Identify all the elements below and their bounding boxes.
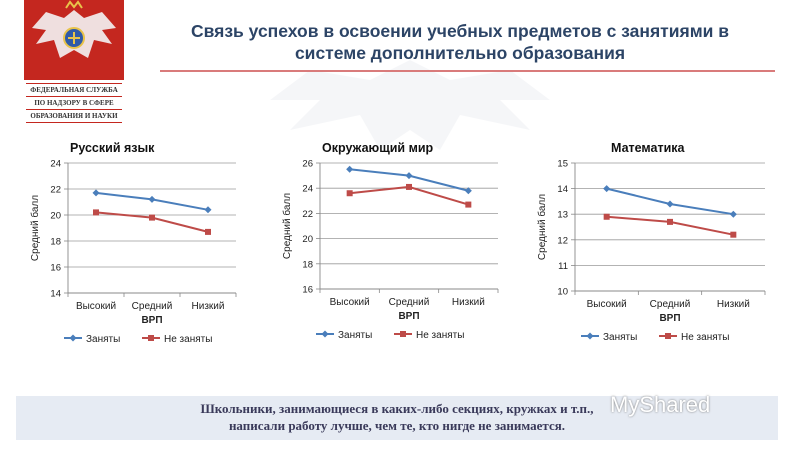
data-point-diamond xyxy=(92,189,100,197)
chart-environment-svg: Окружающий мир 16 18 20 22 24 26 Высокий Средний… xyxy=(281,141,499,341)
y-tick-label: 12 xyxy=(557,235,568,246)
conclusion-line1: Школьники, занимающиеся в каких-либо сек… xyxy=(200,401,594,416)
chart-title: Математика xyxy=(611,141,686,155)
y-tick-label: 14 xyxy=(557,184,568,195)
logo-divider xyxy=(26,122,122,123)
logo-divider xyxy=(26,83,122,84)
x-tick-label: Низкий xyxy=(452,297,485,308)
agency-logo xyxy=(24,0,124,80)
y-tick-label: 24 xyxy=(302,184,313,195)
chart-russian-svg: Русский язык 14 16 18 20 22 24 Высокий Средний Ни… xyxy=(29,141,237,345)
data-point-square xyxy=(603,213,610,220)
page-title-line2: системе дополнительно образования xyxy=(294,43,626,63)
x-tick-label: Низкий xyxy=(192,301,225,312)
y-tick-label: 20 xyxy=(302,234,313,245)
chart-title: Окружающий мир xyxy=(322,141,434,155)
data-point-diamond xyxy=(346,165,354,173)
x-axis-title: ВРП xyxy=(398,311,419,322)
data-point-square xyxy=(205,228,211,235)
legend-marker-square xyxy=(400,331,406,337)
x-axis-title: ВРП xyxy=(659,313,680,324)
y-tick-label: 22 xyxy=(50,185,61,196)
logo-divider xyxy=(26,96,122,97)
legend-label: Заняты xyxy=(338,330,372,341)
data-point-square xyxy=(149,214,155,221)
y-tick-label: 10 xyxy=(557,287,568,298)
data-point-square xyxy=(93,209,99,216)
page-title-line1: Связь успехов в освоении учебных предмет… xyxy=(190,21,730,41)
x-tick-label: Высокий xyxy=(330,297,370,308)
y-tick-label: 13 xyxy=(557,210,568,221)
data-point-diamond xyxy=(464,187,472,195)
conclusion-line2: написали работу лучше, чем те, кто нигде… xyxy=(228,418,566,433)
legend-marker-diamond xyxy=(586,332,594,340)
data-point-square xyxy=(346,190,353,197)
data-point-square xyxy=(730,231,737,238)
legend-label: Не заняты xyxy=(416,330,464,341)
y-tick-label: 14 xyxy=(50,289,61,300)
y-tick-label: 26 xyxy=(302,159,313,170)
y-tick-label: 20 xyxy=(50,211,61,222)
legend-marker-diamond xyxy=(69,334,77,342)
data-point-square xyxy=(406,183,412,190)
x-tick-label: Высокий xyxy=(587,299,627,310)
data-point-square xyxy=(465,201,472,208)
y-tick-label: 16 xyxy=(302,285,313,296)
data-point-diamond xyxy=(603,185,611,193)
logo-divider xyxy=(26,109,122,110)
agency-name-line3: ОБРАЗОВАНИЯ И НАУКИ xyxy=(30,112,118,120)
x-tick-label: Средний xyxy=(389,297,430,308)
y-tick-label: 11 xyxy=(558,261,568,272)
data-point-diamond xyxy=(204,206,212,214)
watermark: MyShared xyxy=(610,392,711,417)
conclusion-box: Школьники, занимающиеся в каких-либо сек… xyxy=(16,396,778,440)
x-tick-label: Средний xyxy=(650,299,691,310)
y-axis-title: Средний балл xyxy=(29,195,41,261)
y-tick-label: 15 xyxy=(557,159,568,170)
chart-russian: Русский язык 14 16 18 20 22 24 Высокий Средний Ни… xyxy=(20,130,260,360)
data-point-diamond xyxy=(405,172,413,180)
legend-marker-diamond xyxy=(321,330,329,338)
chart-environment: Окружающий мир 16 18 20 22 24 26 Высокий Средний… xyxy=(270,130,520,360)
agency-name-line1: ФЕДЕРАЛЬНАЯ СЛУЖБА xyxy=(30,86,118,94)
y-axis-title: Средний балл xyxy=(281,193,293,259)
title-underline xyxy=(160,70,775,72)
y-tick-label: 22 xyxy=(302,209,313,220)
data-point-diamond xyxy=(729,210,737,218)
background-eagle-icon xyxy=(270,60,550,150)
x-tick-label: Средний xyxy=(132,301,173,312)
data-point-diamond xyxy=(666,200,674,208)
y-axis-title: Средний балл xyxy=(536,194,548,260)
chart-math-svg: Математика 10 11 12 13 14 15 Высокий Средний Низк… xyxy=(536,141,766,343)
legend-label: Не заняты xyxy=(164,334,212,345)
chart-title: Русский язык xyxy=(70,141,155,155)
data-point-diamond xyxy=(148,195,156,203)
y-tick-label: 18 xyxy=(302,259,313,270)
conclusion-text: Школьники, занимающиеся в каких-либо сек… xyxy=(16,400,778,434)
page-title: Связь успехов в освоении учебных предмет… xyxy=(160,20,760,64)
agency-name-line2: ПО НАДЗОРУ В СФЕРЕ xyxy=(34,99,114,107)
y-tick-label: 16 xyxy=(50,263,61,274)
legend-marker-square xyxy=(665,333,671,339)
y-tick-label: 24 xyxy=(50,159,61,170)
legend-marker-square xyxy=(148,335,154,341)
x-axis-title: ВРП xyxy=(141,315,162,326)
double-headed-eagle-icon xyxy=(32,0,116,58)
chart-math: Математика 10 11 12 13 14 15 Высокий Средний Низк… xyxy=(525,130,780,360)
y-tick-label: 18 xyxy=(50,237,61,248)
legend-label: Не заняты xyxy=(681,332,729,343)
legend-label: Заняты xyxy=(86,334,120,345)
data-point-square xyxy=(667,218,673,225)
x-tick-label: Низкий xyxy=(717,299,750,310)
x-tick-label: Высокий xyxy=(76,301,116,312)
legend-label: Заняты xyxy=(603,332,637,343)
